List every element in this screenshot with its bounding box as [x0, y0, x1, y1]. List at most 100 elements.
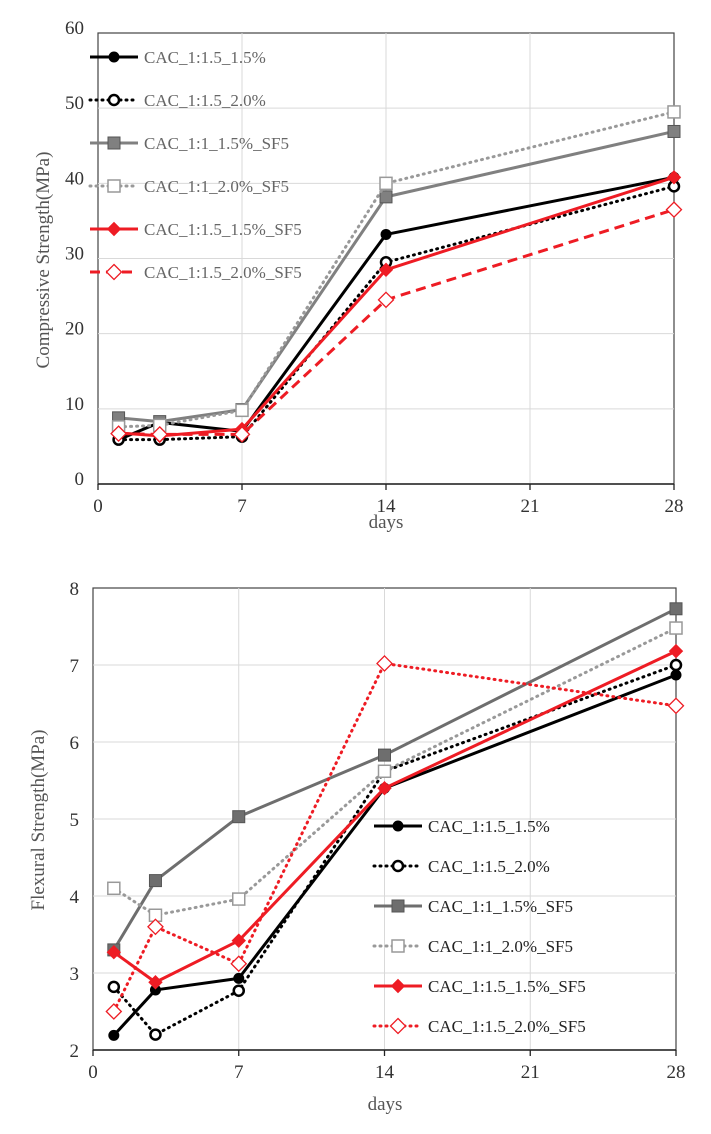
marker-square-open — [107, 179, 121, 193]
legend-label: CAC_1:1.5_1.5%_SF5 — [428, 977, 586, 996]
x-tick-label: 14 — [375, 1062, 395, 1083]
x-tick-label: 7 — [237, 496, 247, 517]
legend-item: CAC_1:1_2.0%_SF5 — [372, 937, 573, 956]
legend-label: CAC_1:1_2.0%_SF5 — [144, 177, 289, 196]
legend-item: CAC_1:1_2.0%_SF5 — [88, 177, 289, 196]
y-tick-label: 10 — [65, 394, 84, 415]
y-tick-label: 60 — [65, 18, 84, 39]
legend-item: CAC_1:1.5_1.5%_SF5 — [374, 977, 586, 996]
legend-item: CAC_1:1_1.5%_SF5 — [90, 134, 289, 153]
x-tick-label: 0 — [88, 1062, 98, 1083]
flexural-strength-chart: Flexural Strength(MPa) days 0 7 14 21 28 2 3 4 5… — [28, 579, 686, 1115]
legend-label: CAC_1:1.5_2.0% — [144, 91, 266, 110]
x-axis-title: days — [368, 1094, 403, 1115]
marker-square — [148, 874, 162, 888]
marker-square — [391, 899, 405, 913]
y-axis-title: Flexural Strength(MPa) — [28, 729, 49, 910]
series-3 — [107, 602, 683, 957]
x-tick-label: 28 — [665, 496, 684, 517]
legend-item: CAC_1:1.5_1.5% — [90, 48, 266, 67]
y-tick-label: 3 — [70, 964, 80, 985]
marker-diamond-open — [377, 291, 395, 309]
series-line — [117, 184, 676, 442]
marker-circle — [380, 228, 392, 240]
y-tick-label: 5 — [70, 810, 80, 831]
legend-label: CAC_1:1.5_1.5%_SF5 — [144, 220, 302, 239]
x-tick-label: 0 — [93, 496, 103, 517]
marker-circle-open — [107, 980, 121, 994]
y-tick-label: 0 — [75, 469, 85, 490]
marker-circle — [108, 51, 120, 63]
legend-label: CAC_1:1_1.5%_SF5 — [428, 897, 573, 916]
marker-circle — [233, 972, 245, 984]
legend-label: CAC_1:1_2.0%_SF5 — [428, 937, 573, 956]
marker-diamond-open — [667, 697, 685, 715]
marker-square — [107, 136, 121, 150]
marker-circle — [392, 820, 404, 832]
y-tick-label: 8 — [70, 579, 80, 600]
marker-diamond — [668, 643, 684, 659]
marker-square — [378, 748, 391, 762]
legend-item: CAC_1:1.5_2.0%_SF5 — [90, 263, 302, 282]
marker-square — [669, 602, 683, 616]
x-tick-label: 28 — [667, 1062, 686, 1083]
compressive-strength-chart: Compressive Strength(MPa) days 0 7 14 21 28 0… — [33, 18, 684, 533]
legend-item: CAC_1:1.5_1.5%_SF5 — [90, 220, 302, 239]
marker-diamond — [378, 262, 394, 277]
marker-diamond-open — [151, 425, 169, 443]
x-tick-label: 21 — [521, 496, 540, 517]
marker-diamond — [377, 780, 392, 796]
legend-label: CAC_1:1.5_1.5% — [144, 48, 266, 67]
y-tick-label: 40 — [65, 168, 84, 189]
legend-item: CAC_1:1_1.5%_SF5 — [374, 897, 573, 916]
marker-diamond — [390, 978, 406, 994]
marker-diamond — [106, 945, 122, 960]
marker-diamond-open — [105, 263, 123, 281]
marker-diamond-open — [376, 655, 393, 672]
x-axis-title: days — [369, 512, 404, 533]
marker-square-open — [232, 892, 246, 906]
series-6 — [110, 201, 683, 443]
marker-diamond-open — [389, 1017, 407, 1035]
marker-circle-open — [669, 658, 683, 672]
marker-circle-open — [391, 859, 405, 873]
y-tick-label: 20 — [65, 319, 84, 340]
y-tick-label: 2 — [70, 1041, 80, 1062]
legend-label: CAC_1:1.5_2.0%_SF5 — [428, 1017, 586, 1036]
series-5 — [106, 643, 684, 990]
marker-square-open — [377, 764, 392, 779]
marker-diamond-open — [665, 201, 683, 219]
marker-diamond-open — [233, 425, 251, 443]
y-tick-label: 30 — [65, 244, 84, 265]
marker-square-open — [235, 403, 249, 418]
series-4 — [107, 621, 683, 922]
x-tick-label: 21 — [521, 1062, 540, 1083]
marker-circle — [670, 669, 682, 681]
marker-square-open — [669, 621, 683, 635]
marker-diamond-open — [105, 1003, 123, 1020]
legend-label: CAC_1:1.5_1.5% — [428, 817, 550, 836]
series-6 — [105, 655, 685, 1020]
x-tick-label: 14 — [377, 496, 397, 517]
y-tick-label: 50 — [65, 93, 84, 114]
marker-diamond — [148, 975, 163, 990]
marker-square — [232, 810, 246, 824]
marker-diamond-open — [230, 955, 248, 973]
legend-item: CAC_1:1.5_2.0%_SF5 — [372, 1017, 586, 1036]
legend-item: CAC_1:1.5_2.0% — [372, 857, 550, 876]
legend-label: CAC_1:1.5_2.0% — [428, 857, 550, 876]
marker-circle — [108, 1029, 120, 1041]
y-tick-label: 4 — [70, 887, 80, 908]
legend-label: CAC_1:1.5_2.0%_SF5 — [144, 263, 302, 282]
marker-square-open — [379, 176, 393, 191]
y-tick-label: 7 — [70, 656, 80, 677]
legend-label: CAC_1:1_1.5%_SF5 — [144, 134, 289, 153]
marker-circle-open — [149, 1028, 162, 1041]
marker-diamond-open — [147, 918, 164, 936]
series-line — [118, 208, 675, 436]
legend-item: CAC_1:1.5_1.5% — [374, 817, 550, 836]
marker-square — [379, 190, 393, 204]
marker-square — [667, 124, 681, 138]
marker-diamond-open — [110, 425, 127, 443]
